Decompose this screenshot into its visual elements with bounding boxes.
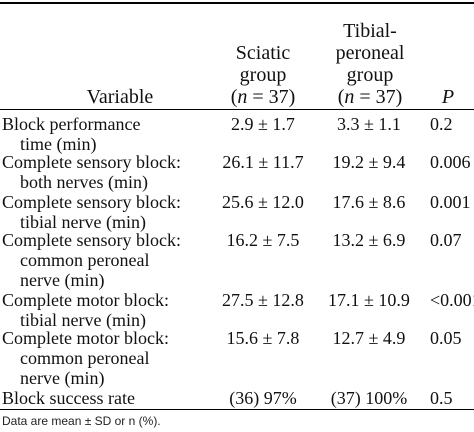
row-label-block-performance: Block performance time (min)	[2, 114, 141, 154]
table-footnote: Data are mean ± SD or n (%).	[2, 414, 161, 428]
row-sciatic-value: 26.1 ± 11.7	[222, 152, 304, 172]
row-label-sensory-tibial: Complete sensory block: tibial nerve (min…	[2, 192, 181, 232]
header-variable: Variable	[86, 86, 154, 108]
row-label-block-success: Block success rate	[2, 388, 135, 408]
header-tibial-peroneal-group: Tibial- peroneal group (n = 37)	[335, 20, 405, 108]
row-p-value: 0.2	[430, 114, 453, 134]
row-tibial-value: 12.7 ± 4.9	[332, 328, 406, 348]
row-sciatic-value: 2.9 ± 1.7	[231, 114, 295, 134]
row-p-value: 0.5	[430, 388, 453, 408]
header-rule	[0, 109, 474, 110]
row-sciatic-value: 25.6 ± 12.0	[222, 192, 304, 212]
row-sciatic-value: 15.6 ± 7.8	[226, 328, 300, 348]
header-p-value: P	[441, 86, 455, 108]
row-tibial-value: (37) 100%	[330, 388, 408, 408]
row-label-sensory-peroneal: Complete sensory block: common peroneal ne…	[2, 230, 181, 290]
row-p-value: 0.006	[430, 152, 471, 172]
row-label-sensory-both: Complete sensory block: both nerves (min)	[2, 152, 181, 192]
row-tibial-value: 3.3 ± 1.1	[337, 114, 401, 134]
row-label-motor-tibial: Complete motor block: tibial nerve (min)	[2, 290, 169, 330]
row-p-value: 0.07	[430, 230, 462, 250]
row-sciatic-value: 27.5 ± 12.8	[222, 290, 304, 310]
row-label-motor-peroneal: Complete motor block: common peroneal nerv…	[2, 328, 169, 388]
header-sciatic-group: Sciatic group (n = 37)	[230, 42, 296, 108]
row-tibial-value: 19.2 ± 9.4	[332, 152, 406, 172]
row-p-value: 0.001	[430, 192, 471, 212]
table-top-rule	[0, 2, 474, 4]
row-tibial-value: 17.6 ± 8.6	[332, 192, 406, 212]
row-sciatic-value: 16.2 ± 7.5	[226, 230, 300, 250]
row-p-value: 0.05	[430, 328, 462, 348]
row-tibial-value: 17.1 ± 10.9	[328, 290, 410, 310]
table-bottom-rule	[0, 409, 474, 410]
row-sciatic-value: (36) 97%	[229, 388, 297, 408]
row-p-value: <0.001	[430, 290, 474, 310]
row-tibial-value: 13.2 ± 6.9	[332, 230, 406, 250]
